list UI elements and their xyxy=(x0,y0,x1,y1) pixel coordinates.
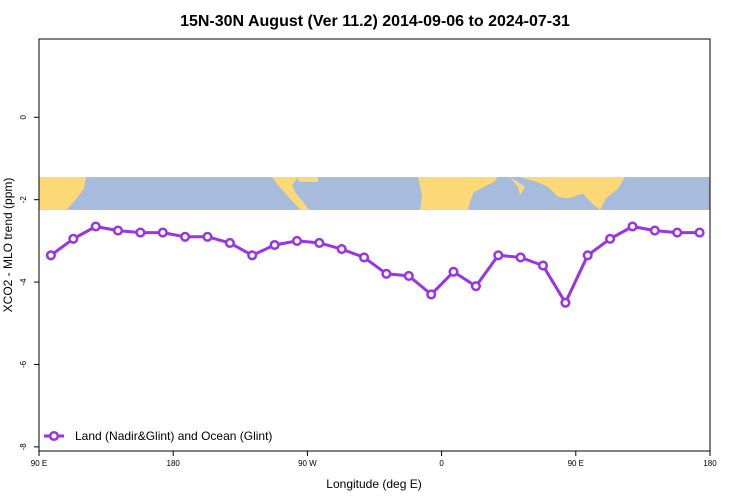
y-axis: 0 -2 -4 -6 -8 xyxy=(19,115,39,451)
data-point xyxy=(247,250,258,261)
data-point xyxy=(359,252,370,263)
series-layer xyxy=(45,221,705,308)
data-point xyxy=(68,233,79,244)
data-point xyxy=(403,270,414,281)
land-mass xyxy=(39,177,86,210)
y-tick-label: 0 xyxy=(19,115,28,120)
plot-frame xyxy=(38,38,711,452)
data-point xyxy=(336,244,347,255)
y-tick-label: -4 xyxy=(19,278,28,286)
x-tick-label: 90 E xyxy=(568,459,584,468)
y-tick-label: -8 xyxy=(19,443,28,451)
y-tick-label: -6 xyxy=(19,360,28,368)
legend-label: Land (Nadir&Glint) and Ocean (Glint) xyxy=(75,429,272,443)
data-point xyxy=(157,227,168,238)
legend-marker-swatch xyxy=(48,430,60,442)
data-point xyxy=(627,221,638,232)
data-point xyxy=(224,237,235,248)
data-point xyxy=(672,227,683,238)
data-point xyxy=(291,235,303,246)
data-point xyxy=(314,237,325,248)
land-mass xyxy=(418,177,498,210)
y-tick-label: -2 xyxy=(19,196,28,204)
data-point xyxy=(537,260,549,271)
data-point xyxy=(649,225,660,236)
x-tick-label: 180 xyxy=(167,459,181,468)
data-point xyxy=(269,239,280,251)
legend: Land (Nadir&Glint) and Ocean (Glint) xyxy=(44,429,272,443)
data-point xyxy=(45,250,56,261)
data-point xyxy=(515,252,526,263)
data-point xyxy=(180,231,191,242)
x-tick-label: 90 W xyxy=(298,459,317,468)
data-point xyxy=(605,233,616,244)
land-mass xyxy=(510,177,525,196)
data-point xyxy=(448,266,459,277)
data-point xyxy=(202,231,213,242)
data-point xyxy=(493,250,504,261)
data-point xyxy=(560,297,571,308)
map-land xyxy=(39,177,625,210)
data-point xyxy=(470,281,481,292)
x-axis: 90 E 180 90 W 0 90 E 180 xyxy=(31,451,717,468)
x-axis-label: Longitude (deg E) xyxy=(326,477,421,491)
land-mass xyxy=(520,177,625,210)
world-map-band xyxy=(39,177,710,210)
data-point xyxy=(381,268,392,279)
x-tick-label: 0 xyxy=(439,459,444,468)
chart-title: 15N-30N August (Ver 11.2) 2014-09-06 to … xyxy=(180,13,570,30)
data-point xyxy=(582,250,593,261)
data-point xyxy=(135,227,146,238)
data-point xyxy=(90,221,101,232)
land-mass xyxy=(272,177,318,210)
x-tick-label: 180 xyxy=(703,459,717,468)
series-line xyxy=(50,225,700,305)
data-point xyxy=(694,227,705,238)
data-point xyxy=(426,289,437,300)
x-tick-label: 90 E xyxy=(31,459,47,468)
data-point xyxy=(112,225,124,236)
y-axis-label: XCO2 - MLO trend (ppm) xyxy=(1,178,15,313)
